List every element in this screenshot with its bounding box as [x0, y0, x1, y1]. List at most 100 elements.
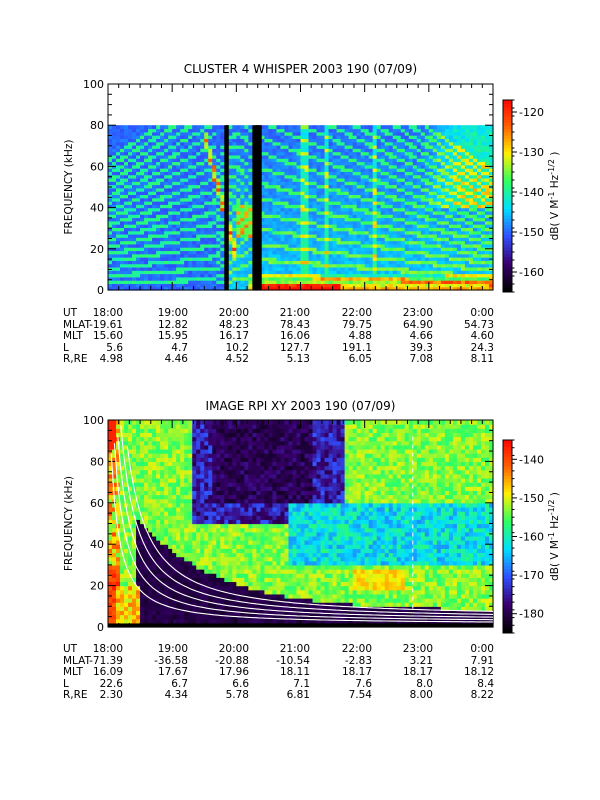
spectrogram-cell: [380, 194, 386, 199]
spectrogram-cell: [144, 243, 149, 248]
spectrogram-cell: [232, 194, 237, 199]
spectrogram-cell: [208, 131, 213, 136]
spectrogram-cell: [212, 164, 217, 169]
spectrogram-cell: [424, 247, 430, 252]
spectrogram-cell: [156, 164, 161, 169]
spectrogram-cell: [216, 207, 221, 212]
spectrogram-cell: [260, 144, 266, 149]
spectrogram-cell: [180, 125, 185, 130]
spectrogram-cell: [336, 260, 342, 265]
spectrogram-cell: [448, 220, 454, 225]
spectrogram-cell: [304, 131, 310, 136]
spectrogram-cell: [332, 266, 338, 271]
spectrogram-cell: [464, 171, 470, 176]
spectrogram-cell: [304, 260, 310, 265]
spectrogram-cell: [260, 233, 266, 238]
spectrogram-cell: [240, 227, 245, 232]
spectrogram-cell: [148, 240, 153, 245]
spectrogram-cell: [136, 283, 141, 288]
spectrogram-cell: [396, 161, 402, 166]
spectrogram-cell: [332, 164, 338, 169]
spectrogram-cell: [468, 233, 474, 238]
spectrogram-cell: [348, 161, 354, 166]
spectrogram-cell: [116, 243, 121, 248]
spectrogram-cell: [440, 171, 446, 176]
spectrogram-cell: [252, 158, 257, 163]
spectrogram-cell: [192, 233, 197, 238]
spectrogram-cell: [212, 125, 217, 130]
spectrogram-cell: [228, 138, 233, 143]
spectrogram-cell: [292, 161, 298, 166]
spectrogram-cell: [300, 214, 306, 219]
spectrogram-cell: [440, 250, 446, 255]
spectrogram-cell: [292, 171, 298, 176]
spectrogram-cell: [132, 187, 137, 192]
spectrogram-cell: [152, 240, 157, 245]
spectrogram-cell: [324, 220, 330, 225]
spectrogram-cell: [244, 283, 249, 288]
spectrogram-cell: [124, 280, 129, 285]
spectrogram-cell: [300, 253, 306, 258]
colorbar-swatch: [503, 164, 512, 168]
spectrogram-cell: [464, 230, 470, 235]
spectrogram-cell: [132, 197, 137, 202]
spectrogram-cell: [356, 240, 362, 245]
spectrogram-cell: [460, 260, 466, 265]
spectrogram-cell: [432, 168, 438, 172]
spectrogram-cell: [208, 148, 213, 153]
spectrogram-cell: [252, 263, 257, 268]
spectrogram-cell: [200, 197, 205, 202]
spectrogram-cell: [432, 144, 438, 149]
spectrogram-cell: [408, 181, 414, 186]
spectrogram-cell: [132, 128, 137, 133]
spectrogram-cell: [356, 217, 362, 222]
spectrogram-cell: [240, 158, 245, 163]
spectrogram-cell: [408, 280, 414, 285]
spectrogram-cell: [216, 217, 221, 222]
spectrogram-cell: [220, 194, 225, 199]
spectrogram-cell: [332, 207, 338, 212]
spectrogram-cell: [452, 144, 458, 149]
spectrogram-cell: [476, 207, 482, 212]
spectrogram-cell: [308, 138, 314, 143]
spectrogram-cell: [320, 197, 326, 202]
spectrogram-cell: [240, 260, 245, 265]
spectrogram-cell: [428, 217, 434, 222]
spectrogram-cell: [312, 197, 318, 202]
spectrogram-cell: [276, 243, 282, 248]
spectrogram-cell: [324, 230, 330, 235]
spectrogram-cell: [200, 273, 205, 278]
spectrogram-cell: [332, 161, 338, 166]
spectrogram-cell: [188, 240, 193, 245]
spectrogram-cell: [376, 138, 382, 143]
spectrogram-cell: [220, 283, 225, 288]
spectrogram-cell: [168, 184, 173, 189]
spectrogram-cell: [372, 184, 378, 189]
spectrogram-cell: [200, 144, 205, 149]
spectrogram-cell: [216, 138, 221, 143]
spectrogram-cell: [428, 233, 434, 238]
spectrogram-cell: [204, 230, 209, 235]
spectrogram-cell: [420, 260, 426, 265]
spectrogram-cell: [376, 148, 382, 153]
spectrogram-cell: [292, 148, 298, 153]
spectrogram-cell: [264, 177, 270, 182]
spectrogram-cell: [428, 260, 434, 265]
spectrogram-cell: [304, 197, 310, 202]
spectrogram-cell: [276, 168, 282, 172]
spectrogram-cell: [488, 154, 494, 159]
spectrogram-cell: [352, 283, 358, 288]
spectrogram-cell: [376, 276, 382, 281]
spectrogram-cell: [140, 125, 145, 130]
spectrogram-cell: [384, 141, 390, 146]
spectrogram-cell: [448, 233, 454, 238]
spectrogram-cell: [336, 210, 342, 215]
spectrogram-cell: [436, 148, 442, 153]
spectrogram-cell: [456, 280, 462, 285]
spectrogram-cell: [136, 161, 141, 166]
spectrogram-cell: [472, 125, 478, 130]
spectrogram-cell: [348, 280, 354, 285]
spectrogram-cell: [304, 214, 310, 219]
spectrogram-cell: [276, 253, 282, 258]
spectrogram-cell: [372, 210, 378, 215]
